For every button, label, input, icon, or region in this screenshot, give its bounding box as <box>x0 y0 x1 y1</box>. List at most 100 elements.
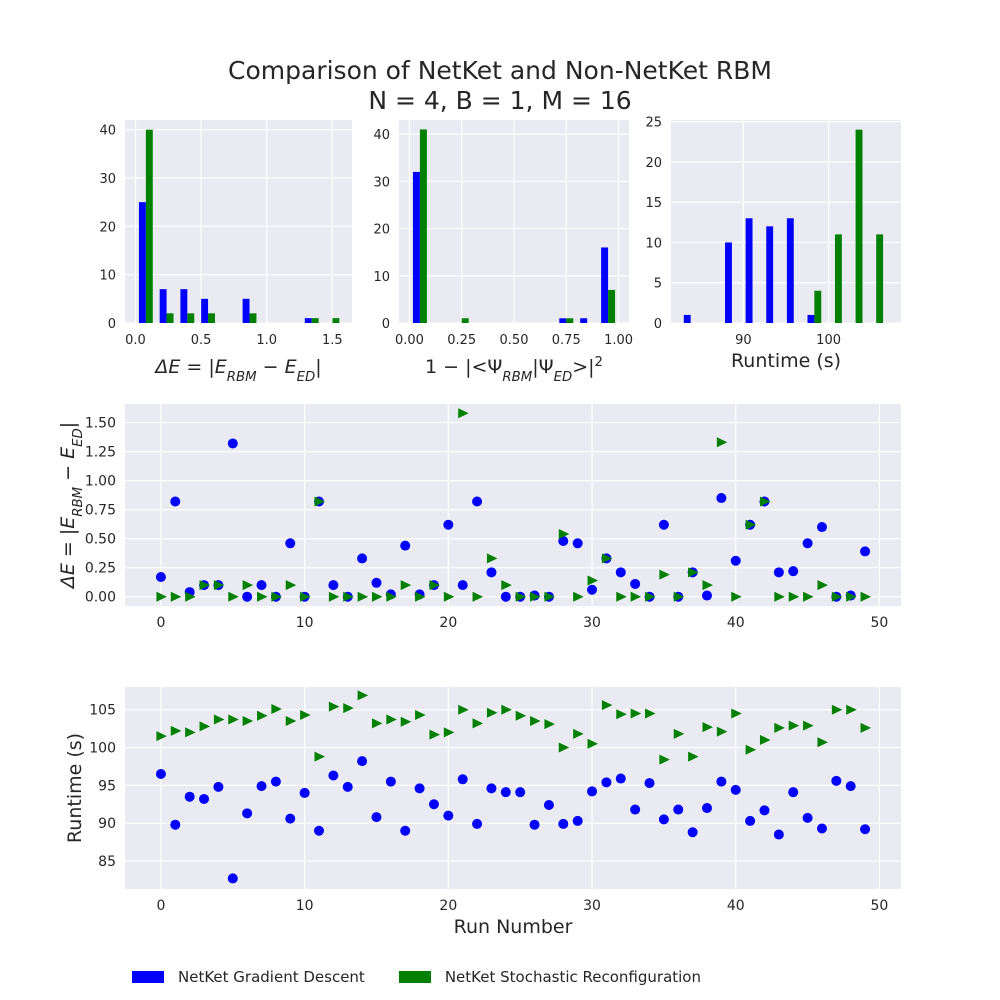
data-point <box>428 799 439 810</box>
legend-swatch-gradient-descent <box>132 971 164 983</box>
plot-scatter-energy: 0.00 0.25 0.50 0.75 1.00 1.25 1.50 0 10 20 30 40 50 Δ… <box>57 404 901 631</box>
chart-title-line1: Comparison of NetKet and Non-NetKet RBM <box>228 56 772 85</box>
histogram-bar <box>683 314 691 323</box>
data-point <box>458 704 469 715</box>
data-point <box>199 721 211 732</box>
x-axis-label: Run Number <box>454 916 573 938</box>
data-point <box>371 591 383 602</box>
data-point <box>314 751 325 762</box>
histogram-bar <box>745 218 753 323</box>
data-point <box>716 493 727 504</box>
data-point <box>443 519 454 530</box>
data-point <box>357 553 368 564</box>
data-point <box>386 591 397 602</box>
data-point <box>658 814 669 825</box>
histogram-bar <box>201 298 209 323</box>
data-point <box>400 825 411 836</box>
data-point <box>257 710 268 721</box>
histogram-bar <box>304 318 312 323</box>
histogram-bar <box>419 129 427 323</box>
data-point <box>658 519 669 530</box>
x-tick-label: 1.0 <box>256 333 277 348</box>
plot-area <box>125 687 901 889</box>
data-point <box>587 738 599 749</box>
data-point <box>515 787 526 798</box>
legend-item-stochastic-reconfiguration: NetKet Stochastic Reconfiguration <box>398 968 701 986</box>
data-point <box>831 704 843 715</box>
data-point <box>170 591 182 602</box>
data-point <box>659 754 670 765</box>
data-point <box>415 709 426 720</box>
data-point <box>371 812 382 823</box>
data-point <box>816 522 827 533</box>
chart-title-line2: N = 4, B = 1, M = 16 <box>368 86 632 115</box>
x-tick-label: 0 <box>156 898 165 914</box>
y-tick-label: 0.50 <box>85 532 116 548</box>
data-point <box>314 825 324 836</box>
data-point <box>371 577 382 588</box>
data-point <box>155 571 166 582</box>
histogram-bar <box>766 226 774 323</box>
histogram-bar <box>559 318 567 323</box>
data-point <box>688 567 699 578</box>
data-point <box>472 496 483 507</box>
x-tick-label: 0.25 <box>447 333 476 348</box>
data-point <box>415 591 426 602</box>
data-point <box>299 787 310 798</box>
data-point <box>343 703 354 714</box>
data-point <box>400 540 411 551</box>
histogram-bar <box>855 129 863 323</box>
y-tick-label: 90 <box>98 816 116 832</box>
data-point <box>228 714 239 725</box>
data-point <box>802 812 813 823</box>
data-point <box>213 714 225 725</box>
y-tick-label: 10 <box>99 269 116 284</box>
x-tick-label: 10 <box>296 898 314 914</box>
y-tick-label: 0 <box>654 317 662 332</box>
data-point <box>328 770 339 781</box>
data-point <box>300 709 311 720</box>
data-point <box>530 716 541 727</box>
x-tick-label: 50 <box>871 615 889 631</box>
legend-item-gradient-descent: NetKet Gradient Descent <box>132 968 365 986</box>
x-tick-label: 40 <box>727 615 745 631</box>
data-point <box>199 580 211 591</box>
data-point <box>414 783 425 794</box>
histogram-bar <box>311 318 319 323</box>
data-point <box>773 829 784 840</box>
data-point <box>501 580 512 591</box>
data-point <box>573 728 584 739</box>
data-point <box>745 744 757 755</box>
data-point <box>544 591 555 602</box>
y-tick-label: 1.25 <box>85 445 116 461</box>
x-tick-label: 20 <box>439 615 457 631</box>
data-point <box>443 810 454 821</box>
histogram-bar <box>461 318 469 323</box>
data-point <box>759 805 770 816</box>
data-point <box>558 818 569 829</box>
histogram-bar <box>725 242 732 323</box>
data-point <box>199 793 210 804</box>
data-point <box>673 728 685 739</box>
data-point <box>716 437 728 448</box>
data-point <box>616 591 627 602</box>
histogram-bar <box>180 289 188 323</box>
x-tick-label: 0.00 <box>395 333 424 348</box>
data-point <box>572 815 583 826</box>
data-point <box>185 727 196 738</box>
data-point <box>185 591 196 602</box>
data-point <box>860 722 872 733</box>
data-point <box>731 708 742 719</box>
y-tick-label: 20 <box>645 156 662 171</box>
data-point <box>184 791 195 802</box>
plot-histogram-energy: 0 10 20 30 40 0.0 0.5 1.0 1.5ΔE = |ERBM − EED| <box>99 120 352 385</box>
data-point <box>673 804 684 815</box>
plot-area <box>671 120 901 323</box>
data-point <box>673 591 685 602</box>
y-tick-label: 0 <box>108 317 116 332</box>
data-point <box>615 567 626 578</box>
data-point <box>702 803 712 814</box>
histogram-bar <box>601 247 609 323</box>
data-point <box>846 704 857 715</box>
